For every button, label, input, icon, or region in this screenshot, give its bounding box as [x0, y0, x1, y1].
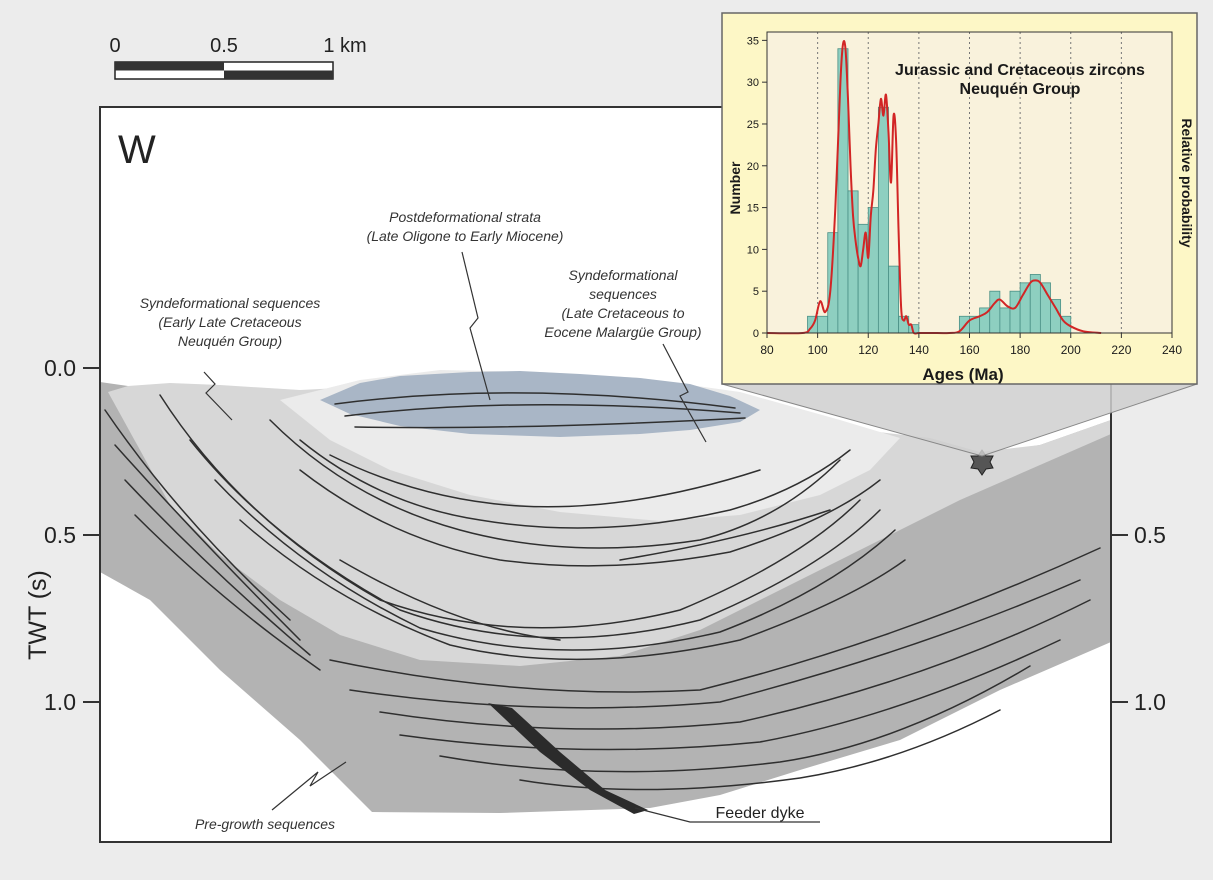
reflector-15	[379, 599, 1091, 730]
inset-callout-edge-left	[721, 383, 983, 457]
y-ticks: 0 5 10 15 20 25 30 35	[747, 35, 767, 340]
x-tick-label: 80	[760, 343, 774, 357]
y-tick-label: 5	[753, 286, 759, 298]
reflector-7	[214, 479, 896, 651]
x-tick-label: 160	[959, 343, 979, 357]
annotation-synde-late-line-2: sequences	[589, 286, 657, 302]
leader-feeder-dyke	[634, 807, 820, 823]
y-tick-label: 30	[747, 77, 759, 89]
reflector-9	[269, 419, 841, 549]
y-tick-label: 35	[747, 35, 759, 47]
probability-curve	[766, 40, 1102, 335]
reflector-14	[349, 579, 1081, 709]
histogram-bar	[1029, 274, 1041, 334]
scale-bar-dark-bottom-right	[224, 70, 333, 79]
annotation-postdeformational-line-2: (Late Oligone to Early Miocene)	[367, 228, 564, 244]
annotation-feeder-dyke: Feeder dyke	[716, 805, 805, 822]
histogram-bar	[1009, 290, 1021, 334]
y-tick-label: 20	[747, 161, 759, 173]
x-tick-label: 240	[1162, 343, 1182, 357]
inset-callout-edge-right	[981, 383, 1198, 457]
leader-lines	[203, 251, 820, 823]
histogram-bar	[989, 290, 1001, 334]
reflector-13	[329, 547, 1101, 693]
reflector-20	[619, 509, 831, 561]
annotation-synde-early-line-2: (Early Late Cretaceous	[158, 314, 301, 330]
twt-tick-label-right-0: 0.5	[1134, 522, 1166, 548]
reflector-1	[104, 409, 291, 621]
scale-label-1km: 1 km	[323, 35, 366, 57]
chart-title-line-1: Jurassic and Cretaceous zircons	[895, 62, 1145, 79]
reflector-2	[114, 444, 301, 641]
annotation-synde-late-line-4: Eocene Malargüe Group)	[544, 324, 701, 340]
x-tick-label: 120	[858, 343, 878, 357]
y-tick-label: 15	[747, 203, 759, 215]
y-axis-title: Number	[727, 161, 743, 214]
reflector-16	[399, 639, 1061, 751]
reflector-post-3	[354, 417, 746, 429]
reflector-17	[439, 665, 1031, 773]
reflector-19	[339, 559, 561, 641]
scale-bar: 0 0.5 1 km	[109, 35, 367, 80]
chart-title-line-2: Neuquén Group	[960, 81, 1081, 98]
annotation-synde-early-line-3: Neuquén Group)	[178, 333, 282, 349]
leader-synde-early	[203, 371, 233, 421]
x-tick-label: 220	[1111, 343, 1131, 357]
x-axis-title: Ages (Ma)	[922, 365, 1003, 384]
reflector-3	[124, 479, 311, 656]
histogram-bar	[1050, 299, 1062, 334]
twt-tick-label-right-1: 1.0	[1134, 689, 1166, 715]
x-tick-label: 140	[909, 343, 929, 357]
x-tick-label: 180	[1010, 343, 1030, 357]
inset-callout-wedge	[722, 384, 1197, 456]
scale-bar-dark-top-left	[115, 62, 224, 71]
annotation-postdeformational-line-1: Postdeformational strata	[389, 209, 541, 225]
twt-tick-label-left-2: 1.0	[44, 689, 76, 715]
y-tick-label: 10	[747, 244, 759, 256]
annotation-synde-late-line-1: Syndeformational	[569, 267, 679, 283]
reflector-4	[134, 514, 321, 671]
reflector-6	[189, 439, 881, 639]
reflector-post-1	[334, 392, 736, 409]
annotation-synde-early-line-1: Syndeformational sequences	[140, 295, 321, 311]
y2-axis-title: Relative probability	[1179, 118, 1195, 247]
twt-tick-label-left-1: 0.5	[44, 522, 76, 548]
reflector-12	[299, 469, 881, 567]
reflector-10	[299, 439, 851, 529]
twt-tick-label-left-0: 0.0	[44, 355, 76, 381]
annotation-synde-late-line-3: (Late Cretaceous to	[562, 305, 685, 321]
reflector-post-2	[344, 403, 741, 417]
section-frame-border	[99, 106, 1112, 843]
reflector-11	[329, 454, 761, 508]
scale-label-half: 0.5	[210, 35, 238, 57]
twt-axis-title: TWT (s)	[24, 570, 52, 660]
leader-synde-late	[662, 343, 707, 443]
x-tick-label: 100	[808, 343, 828, 357]
zircon-histogram-inset: 80 100 120 140 160 180 200 220 240 0 5 10 15 20 25 30 3…	[721, 12, 1198, 385]
direction-label-west: W	[118, 128, 156, 172]
histogram-bar	[877, 106, 889, 334]
leader-pre-growth	[271, 761, 347, 811]
histogram-bar	[888, 265, 900, 334]
histogram-bar	[999, 307, 1011, 334]
seismic-reflectors	[104, 392, 1101, 791]
reflector-8	[239, 519, 906, 661]
feeder-dyke	[488, 703, 648, 814]
sample-location-marker	[970, 449, 994, 476]
y-tick-label: 25	[747, 119, 759, 131]
scale-label-0: 0	[109, 35, 120, 57]
y-tick-label: 0	[753, 328, 759, 340]
x-tick-label: 200	[1061, 343, 1081, 357]
leader-postdeformational	[461, 251, 491, 401]
x-ticks: 80 100 120 140 160 180 200 220 240	[760, 333, 1182, 357]
histogram-bar	[817, 315, 829, 334]
annotation-pre-growth: Pre-growth sequences	[195, 816, 335, 832]
twt-axis: 0.0 0.5 1.0 0.5 1.0 TWT (s)	[24, 355, 1166, 715]
